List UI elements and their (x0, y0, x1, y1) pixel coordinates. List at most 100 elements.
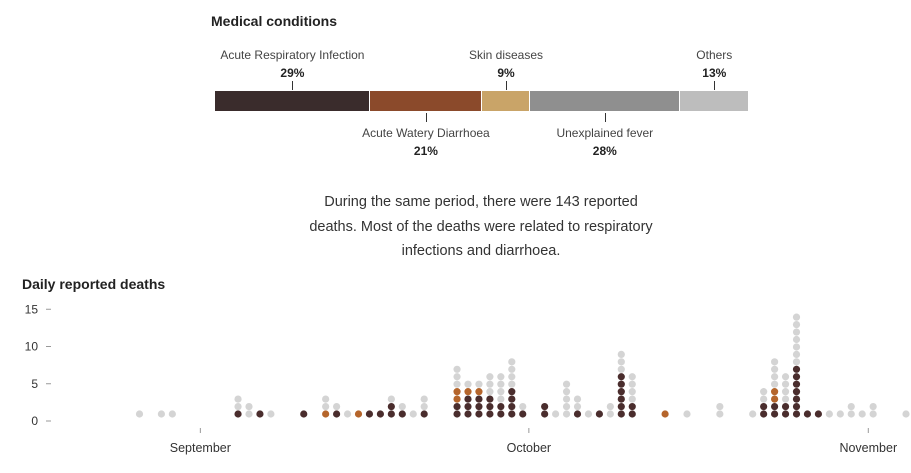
condition-segment (482, 91, 530, 111)
death-dot-respiratory (771, 402, 779, 411)
death-dot-respiratory (256, 410, 264, 418)
death-dot-other (781, 373, 790, 381)
death-dot-respiratory (628, 402, 636, 411)
death-dot-other (508, 365, 516, 373)
death-dot-other (245, 402, 253, 411)
death-dot-respiratory (792, 410, 801, 418)
death-dot-respiratory (453, 402, 461, 411)
x-axis-label: September (170, 441, 231, 455)
death-dot-other (781, 380, 790, 388)
death-dot-respiratory (475, 395, 483, 403)
death-dot-other (562, 388, 571, 396)
condition-leader-line (426, 113, 427, 122)
death-dot-other (792, 321, 801, 329)
condition-label: Acute Watery Diarrhoea (362, 126, 490, 140)
death-dot-other (606, 402, 614, 411)
death-dot-other (508, 358, 516, 366)
conditions-title: Medical conditions (211, 13, 338, 29)
death-dot-other (771, 365, 779, 373)
death-dot-other (792, 313, 801, 321)
death-dot-respiratory (541, 410, 549, 418)
death-dot-other (771, 358, 779, 366)
condition-percent: 21% (413, 144, 438, 158)
death-dot-other (333, 402, 341, 411)
death-dot-other (464, 380, 472, 388)
condition-percent: 9% (497, 66, 515, 80)
deaths-chart-title: Daily reported deaths (22, 276, 166, 292)
death-dot-respiratory (508, 395, 516, 403)
condition-leader-line (506, 81, 507, 90)
death-dot-respiratory (792, 365, 801, 373)
death-dot-respiratory (617, 388, 625, 396)
death-dot-other (628, 395, 636, 403)
death-dot-other (497, 395, 505, 403)
death-dot-respiratory (398, 410, 406, 418)
condition-label: Skin diseases (468, 48, 544, 62)
death-dot-other (617, 365, 625, 373)
death-dot-respiratory (387, 402, 395, 411)
death-dot-respiratory (771, 410, 779, 418)
condition-label: Acute Respiratory Infection (220, 48, 365, 62)
death-dot-respiratory (497, 402, 505, 411)
death-dot-other (760, 388, 768, 396)
death-dot-respiratory (792, 373, 801, 381)
death-dot-respiratory (781, 402, 790, 411)
death-dot-other (497, 380, 505, 388)
death-dot-other (606, 410, 614, 418)
death-dot-other (869, 410, 877, 418)
death-dot-other (343, 410, 352, 418)
death-dot-other (562, 395, 571, 403)
x-axis-label: November (839, 441, 897, 455)
death-dot-other (234, 402, 242, 411)
death-dot-other (573, 395, 582, 403)
death-dot-other (168, 410, 176, 418)
death-dot-other (508, 373, 516, 381)
death-dot-other (792, 328, 801, 336)
death-dot-respiratory (760, 410, 768, 418)
death-dot-other (322, 395, 330, 403)
death-dot-other (486, 380, 494, 388)
death-dot-respiratory (573, 410, 582, 418)
death-dot-other (781, 395, 790, 403)
condition-segment (369, 91, 481, 111)
death-dot-diarrhoea (322, 410, 330, 418)
death-dot-other (683, 410, 691, 418)
death-dot-diarrhoea (661, 410, 669, 418)
death-dot-other (453, 373, 461, 381)
death-dot-respiratory (508, 402, 516, 411)
death-dot-other (245, 410, 253, 418)
death-dot-other (453, 365, 461, 373)
death-dot-other (562, 402, 571, 411)
death-dot-respiratory (617, 410, 625, 418)
condition-segment (530, 91, 679, 111)
death-dot-other (617, 358, 625, 366)
y-tick-label: 5 (31, 377, 38, 391)
death-dot-respiratory (617, 373, 625, 381)
death-dot-respiratory (541, 402, 549, 411)
death-dot-other (771, 380, 779, 388)
death-dot-other (617, 350, 625, 358)
death-dot-respiratory (792, 380, 801, 388)
death-dot-other (573, 402, 582, 411)
death-dot-other (771, 373, 779, 381)
death-dot-other (267, 410, 275, 418)
death-dot-respiratory (595, 410, 604, 418)
death-dot-other (792, 350, 801, 358)
death-dot-other (836, 410, 844, 418)
death-dot-other (781, 388, 790, 396)
death-dot-other (486, 373, 494, 381)
death-dot-diarrhoea (475, 388, 483, 396)
death-dot-respiratory (617, 380, 625, 388)
death-dot-other (792, 335, 801, 344)
condition-label: Unexplained fever (556, 126, 654, 140)
death-dot-other (157, 410, 165, 418)
death-dot-other (716, 402, 724, 411)
death-dot-respiratory (617, 395, 625, 403)
y-tick-label: 0 (31, 414, 38, 428)
y-tick-label: 10 (25, 340, 39, 354)
death-dot-respiratory (760, 402, 768, 411)
death-dot-other (409, 410, 417, 418)
condition-percent: 28% (592, 144, 617, 158)
death-dot-other (858, 410, 866, 418)
